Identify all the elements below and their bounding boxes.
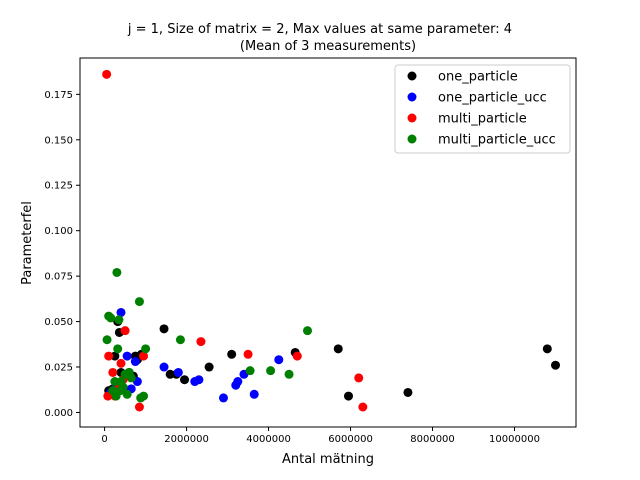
legend-marker-multi-particle-ucc <box>407 134 417 144</box>
point-multi-particle-ucc <box>106 313 116 323</box>
x-tick-label: 2000000 <box>164 434 209 445</box>
point-multi-particle-ucc <box>110 377 120 387</box>
point-multi-particle <box>120 326 130 336</box>
x-tick-label: 0 <box>101 434 107 445</box>
point-multi-particle <box>139 351 149 361</box>
point-multi-particle <box>102 69 112 79</box>
point-multi-particle-ucc <box>266 366 276 376</box>
legend-label: multi_particle <box>438 112 527 127</box>
y-axis-ticks: 0.000 0.025 0.050 0.075 0.100 0.125 0.150 0.175 <box>44 90 80 419</box>
x-axis-label: Antal mätning <box>282 452 374 467</box>
x-axis-ticks: 0 2000000 4000000 6000000 8000000 10000000 <box>101 427 540 445</box>
y-tick-label: 0.050 <box>44 317 73 328</box>
y-tick-label: 0.125 <box>44 181 73 192</box>
x-tick-label: 4000000 <box>246 434 291 445</box>
point-multi-particle-ucc <box>122 389 132 399</box>
point-multi-particle <box>134 402 144 412</box>
legend-label: one_particle <box>438 70 518 85</box>
point-multi-particle <box>358 402 368 412</box>
point-one-particle <box>542 344 552 354</box>
y-tick-label: 0.100 <box>44 226 73 237</box>
point-one-particle <box>333 344 343 354</box>
point-one-particle-ucc <box>233 377 243 387</box>
point-multi-particle <box>116 358 126 368</box>
point-multi-particle-ucc <box>303 326 313 336</box>
point-multi-particle-ucc <box>126 373 136 383</box>
point-multi-particle-ucc <box>102 335 112 345</box>
x-tick-label: 10000000 <box>489 434 540 445</box>
point-one-particle-ucc <box>122 351 132 361</box>
legend-label: one_particle_ucc <box>438 91 547 106</box>
legend-label: multi_particle_ucc <box>438 133 556 148</box>
plot-frame <box>79 57 577 428</box>
point-one-particle <box>343 391 353 401</box>
point-one-particle <box>159 324 169 334</box>
y-tick-label: 0.075 <box>44 272 73 283</box>
y-axis-label: Parameterfel <box>20 201 35 285</box>
point-multi-particle <box>108 367 118 377</box>
y-tick-label: 0.150 <box>44 135 73 146</box>
point-one-particle <box>165 369 175 379</box>
legend-marker-multi-particle <box>407 113 417 123</box>
legend-box <box>394 64 571 154</box>
chart-title: j = 1, Size of matrix = 2, Max values at… <box>127 22 512 37</box>
point-multi-particle <box>243 349 253 359</box>
point-multi-particle-ucc <box>134 297 144 307</box>
point-multi-particle-ucc <box>245 366 255 376</box>
point-one-particle-ucc <box>194 375 204 385</box>
point-one-particle-ucc <box>130 357 140 367</box>
x-tick-label: 8000000 <box>410 434 455 445</box>
point-multi-particle-ucc <box>112 267 122 277</box>
point-multi-particle-ucc <box>113 344 123 354</box>
point-multi-particle-ucc <box>175 335 185 345</box>
legend-marker-one-particle-ucc <box>407 92 417 102</box>
point-multi-particle-ucc <box>141 344 151 354</box>
legend: one_particle one_particle_ucc multi_partic… <box>394 64 571 154</box>
point-one-particle-ucc <box>274 355 284 365</box>
y-tick-label: 0.175 <box>44 90 73 101</box>
point-one-particle-ucc <box>159 362 169 372</box>
point-one-particle <box>180 375 190 385</box>
point-one-particle <box>110 351 120 361</box>
point-one-particle-ucc <box>249 389 259 399</box>
point-one-particle <box>551 360 561 370</box>
point-multi-particle-ucc <box>118 382 128 392</box>
point-one-particle <box>227 349 237 359</box>
y-tick-label: 0.000 <box>44 408 73 419</box>
point-one-particle-ucc <box>218 393 228 403</box>
point-multi-particle <box>292 351 302 361</box>
y-tick-label: 0.025 <box>44 363 73 374</box>
point-one-particle <box>403 387 413 397</box>
point-one-particle <box>204 362 214 372</box>
data-points <box>102 69 561 412</box>
point-multi-particle <box>104 351 114 361</box>
legend-marker-one-particle <box>407 71 417 81</box>
point-one-particle-ucc <box>173 367 183 377</box>
chart-subtitle: (Mean of 3 measurements) <box>240 39 416 54</box>
point-multi-particle-ucc <box>114 315 124 325</box>
point-multi-particle-ucc <box>139 391 149 401</box>
x-tick-label: 6000000 <box>328 434 373 445</box>
point-multi-particle <box>196 337 206 347</box>
point-multi-particle <box>354 373 364 383</box>
point-one-particle-ucc <box>116 307 126 317</box>
point-multi-particle-ucc <box>284 369 294 379</box>
